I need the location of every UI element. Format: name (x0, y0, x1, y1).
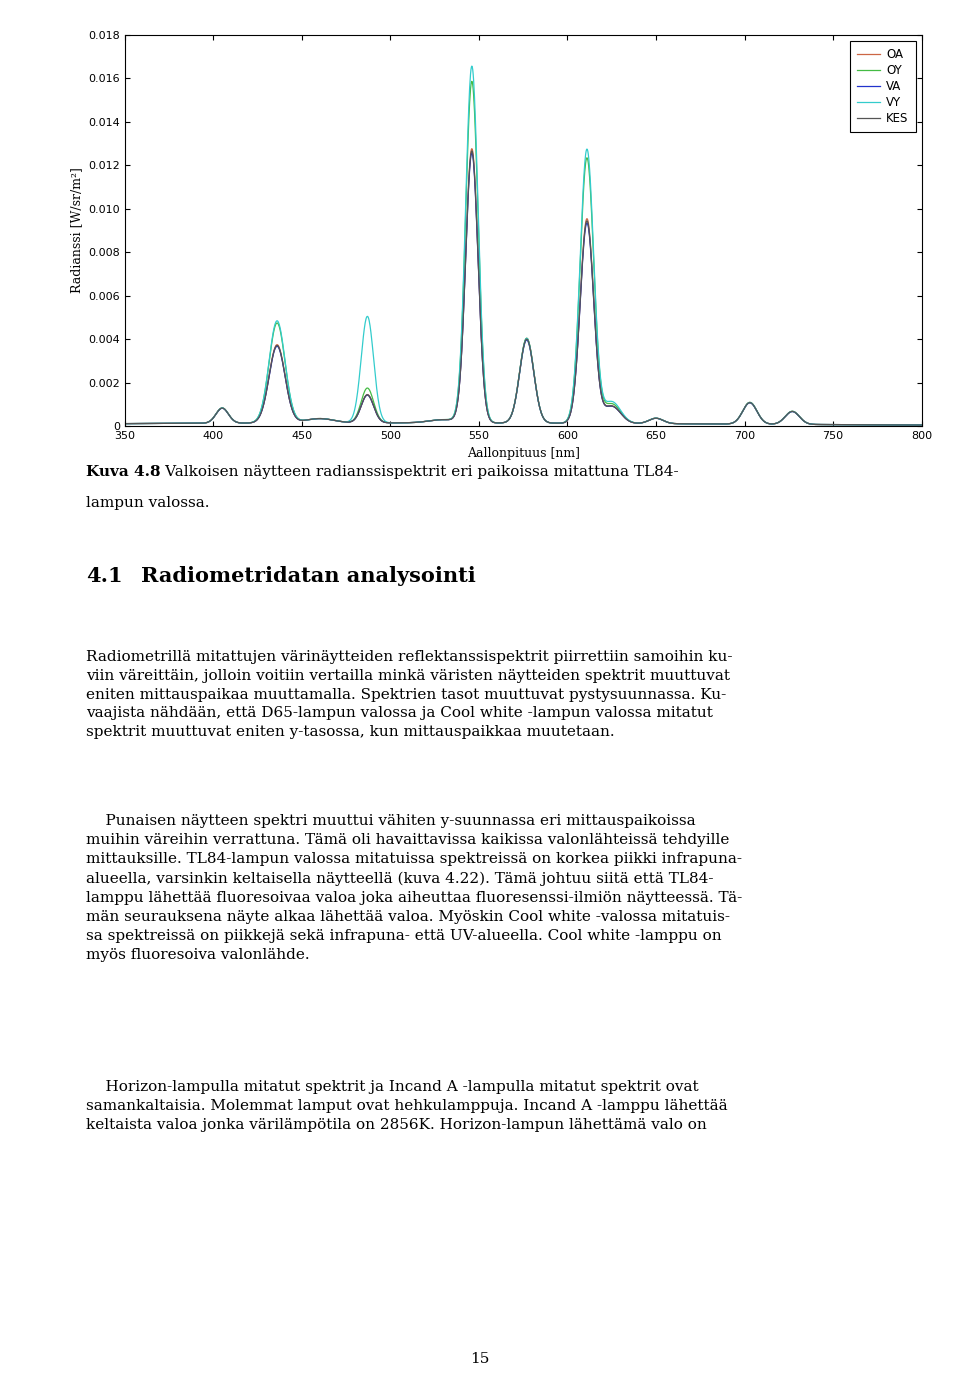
Line: OY: OY (125, 81, 922, 425)
VA (140, 415, 152, 432)
OY (217, 400, 228, 416)
Line: KES: KES (125, 151, 922, 425)
Text: lampun valossa.: lampun valossa. (86, 496, 210, 510)
KES (467, 142, 478, 159)
OA (140, 415, 152, 432)
Text: Horizon-lampulla mitatut spektrit ja Incand A -lampulla mitatut spektrit ovat
sa: Horizon-lampulla mitatut spektrit ja Inc… (86, 1080, 728, 1132)
OA (467, 140, 478, 156)
OA (381, 415, 393, 432)
VA (119, 415, 131, 432)
VY (467, 57, 478, 74)
Y-axis label: Radianssi [W/sr/m²]: Radianssi [W/sr/m²] (70, 168, 83, 293)
KES (916, 416, 927, 433)
OY (479, 380, 491, 397)
OA (479, 387, 491, 404)
OY (712, 415, 724, 432)
Line: OA: OA (125, 148, 922, 425)
OY (140, 415, 152, 432)
OY (467, 73, 478, 89)
OY (916, 416, 927, 433)
VY (712, 415, 724, 432)
KES (119, 415, 131, 432)
X-axis label: Aallonpituus [nm]: Aallonpituus [nm] (467, 447, 580, 460)
VY (374, 400, 386, 416)
VY (916, 416, 927, 433)
Text: Punaisen näytteen spektri muuttui vähiten y-suunnassa eri mittauspaikoissa
muihi: Punaisen näytteen spektri muuttui vähite… (86, 814, 743, 961)
VA (467, 145, 478, 162)
VA (479, 387, 491, 404)
Text: : Valkoisen näytteen radianssispektrit eri paikoissa mitattuna TL84-: : Valkoisen näytteen radianssispektrit e… (155, 465, 678, 479)
VY (479, 379, 491, 395)
VY (119, 415, 131, 432)
Text: Kuva 4.8: Kuva 4.8 (86, 465, 161, 479)
KES (217, 400, 228, 416)
OA (712, 415, 724, 432)
KES (381, 415, 393, 432)
Text: 4.1: 4.1 (86, 566, 123, 585)
Line: VA: VA (125, 154, 922, 425)
OA (217, 400, 228, 416)
Legend: OA, OY, VA, VY, KES: OA, OY, VA, VY, KES (850, 41, 916, 131)
Text: Radiometrillä mitattujen värinäytteiden reflektanssispektrit piirrettiin samoihi: Radiometrillä mitattujen värinäytteiden … (86, 650, 732, 739)
VA (217, 400, 228, 416)
Line: VY: VY (125, 66, 922, 425)
OY (374, 409, 386, 426)
OA (916, 416, 927, 433)
VY (217, 400, 228, 416)
Text: 15: 15 (470, 1352, 490, 1366)
VA (916, 416, 927, 433)
VA (381, 415, 393, 432)
KES (712, 415, 724, 432)
OY (381, 414, 393, 430)
VA (374, 411, 386, 427)
KES (140, 415, 152, 432)
VY (140, 415, 152, 432)
Text: Radiometridatan analysointi: Radiometridatan analysointi (141, 566, 476, 585)
VY (381, 414, 393, 430)
OA (374, 411, 386, 427)
VA (712, 415, 724, 432)
OY (119, 415, 131, 432)
KES (479, 387, 491, 404)
OA (119, 415, 131, 432)
KES (374, 411, 386, 427)
